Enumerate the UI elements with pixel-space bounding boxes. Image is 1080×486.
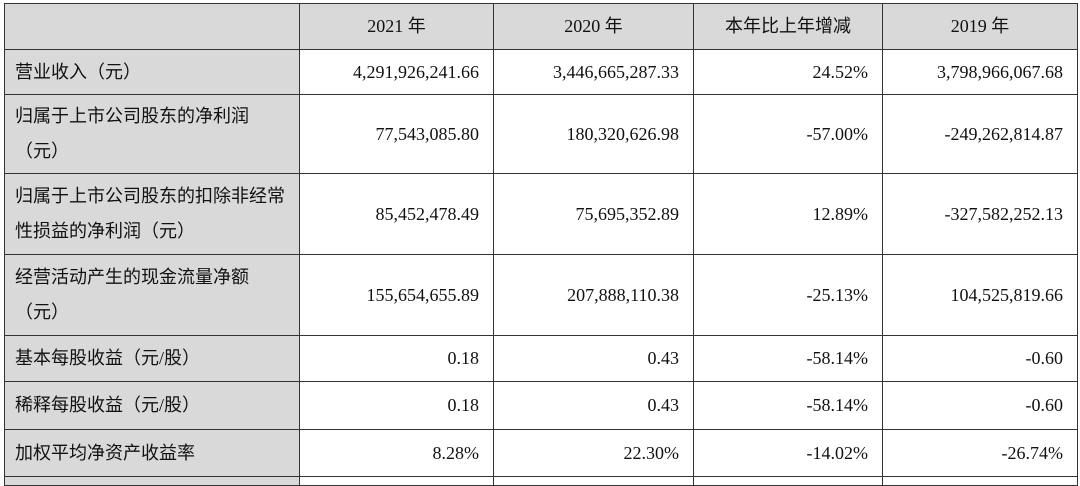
cell-2020: 0.43: [493, 335, 694, 382]
cell-2019: -26.74%: [882, 429, 1078, 477]
table-row-revenue: 营业收入（元） 4,291,926,241.66 3,446,665,287.3…: [4, 49, 1078, 95]
cell-change: -58.14%: [693, 335, 883, 382]
cell-change: -57.00%: [693, 94, 883, 174]
cell-2019: -327,582,252.13: [882, 173, 1078, 255]
cell-2021: 0.18: [299, 335, 494, 382]
cell-change: -25.13%: [693, 254, 883, 336]
cell-empty: [882, 476, 1078, 486]
cell-2020: 0.43: [493, 381, 694, 430]
header-corner-cell: [4, 3, 300, 50]
header-2019: 2019 年: [882, 3, 1078, 50]
cell-2019: -0.60: [882, 381, 1078, 430]
row-label: 加权平均净资产收益率: [4, 429, 300, 477]
table-header-row: 2021 年 2020 年 本年比上年增减 2019 年: [4, 3, 1078, 50]
row-label: 稀释每股收益（元/股）: [4, 381, 300, 430]
cell-2021: 85,452,478.49: [299, 173, 494, 255]
cell-2020: 22.30%: [493, 429, 694, 477]
row-label-empty: [4, 476, 300, 486]
header-2020: 2020 年: [493, 3, 694, 50]
cell-2021: 8.28%: [299, 429, 494, 477]
row-label: 基本每股收益（元/股）: [4, 335, 300, 382]
row-label: 营业收入（元）: [4, 49, 300, 95]
financial-summary-table: 2021 年 2020 年 本年比上年增减 2019 年 营业收入（元） 4,2…: [4, 3, 1078, 486]
table-row-net-profit: 归属于上市公司股东的净利润（元） 77,543,085.80 180,320,6…: [4, 94, 1078, 174]
header-yoy-change: 本年比上年增减: [693, 3, 883, 50]
cell-empty: [693, 476, 883, 486]
cell-change: -58.14%: [693, 381, 883, 430]
row-label: 经营活动产生的现金流量净额（元）: [4, 254, 300, 336]
cell-2020: 180,320,626.98: [493, 94, 694, 174]
cell-2021: 77,543,085.80: [299, 94, 494, 174]
table-row-operating-cash-flow: 经营活动产生的现金流量净额（元） 155,654,655.89 207,888,…: [4, 254, 1078, 336]
cell-empty: [299, 476, 494, 486]
cell-2020: 3,446,665,287.33: [493, 49, 694, 95]
table-row-net-profit-excl-nonrecurring: 归属于上市公司股东的扣除非经常性损益的净利润（元） 85,452,478.49 …: [4, 173, 1078, 255]
table-row-diluted-eps: 稀释每股收益（元/股） 0.18 0.43 -58.14% -0.60: [4, 381, 1078, 430]
row-label: 归属于上市公司股东的净利润（元）: [4, 94, 300, 174]
cell-change: 12.89%: [693, 173, 883, 255]
cell-2019: 3,798,966,067.68: [882, 49, 1078, 95]
cell-2021: 155,654,655.89: [299, 254, 494, 336]
table-row-cutoff: [4, 476, 1078, 486]
cell-2019: 104,525,819.66: [882, 254, 1078, 336]
cell-2021: 4,291,926,241.66: [299, 49, 494, 95]
cell-2021: 0.18: [299, 381, 494, 430]
cell-2020: 207,888,110.38: [493, 254, 694, 336]
cell-2020: 75,695,352.89: [493, 173, 694, 255]
row-label: 归属于上市公司股东的扣除非经常性损益的净利润（元）: [4, 173, 300, 255]
table-row-weighted-roe: 加权平均净资产收益率 8.28% 22.30% -14.02% -26.74%: [4, 429, 1078, 477]
cell-change: -14.02%: [693, 429, 883, 477]
header-2021: 2021 年: [299, 3, 494, 50]
cell-2019: -0.60: [882, 335, 1078, 382]
cell-change: 24.52%: [693, 49, 883, 95]
cell-2019: -249,262,814.87: [882, 94, 1078, 174]
cell-empty: [493, 476, 694, 486]
table-row-basic-eps: 基本每股收益（元/股） 0.18 0.43 -58.14% -0.60: [4, 335, 1078, 382]
